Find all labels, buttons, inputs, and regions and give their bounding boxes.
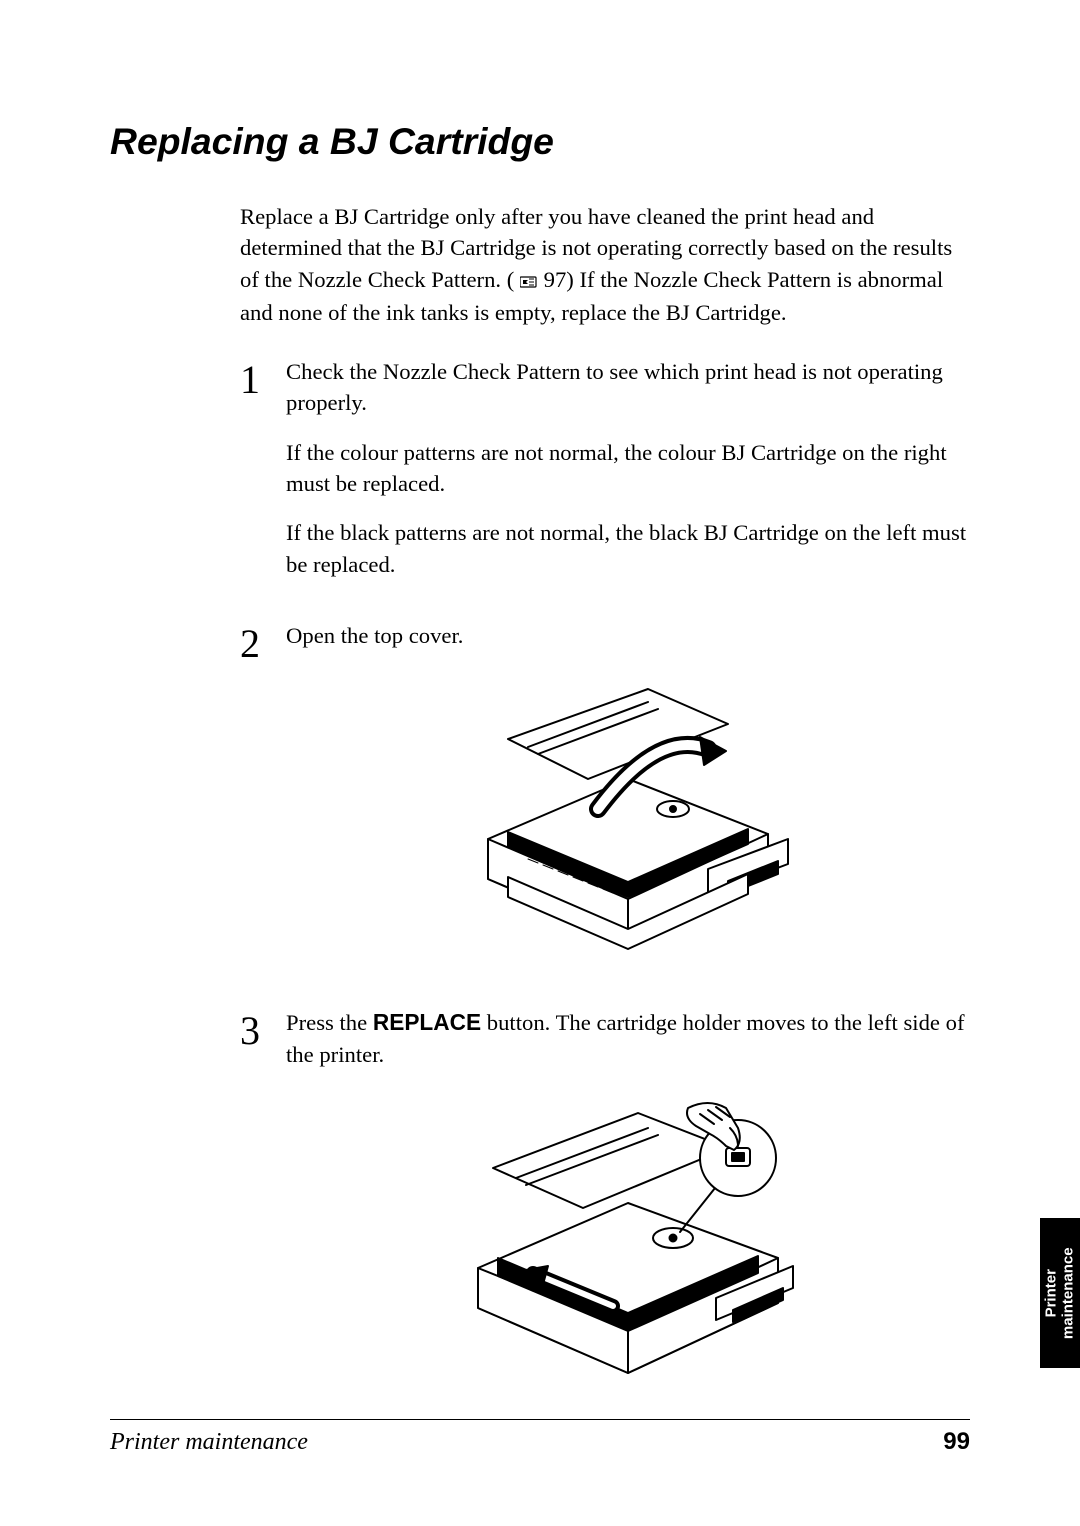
step-paragraph: If the colour patterns are not normal, t… — [286, 437, 970, 500]
replace-label: REPLACE — [373, 1009, 481, 1035]
page: Replacing a BJ Cartridge Replace a BJ Ca… — [0, 0, 1080, 1526]
steps-list: 1 Check the Nozzle Check Pattern to see … — [240, 356, 970, 1414]
step-1: 1 Check the Nozzle Check Pattern to see … — [240, 356, 970, 598]
step-body: Open the top cover. — [286, 620, 970, 986]
side-tab-line2: maintenance — [1060, 1247, 1077, 1339]
footer-section-title: Printer maintenance — [110, 1429, 308, 1456]
step-3: 3 Press the REPLACE button. The cartridg… — [240, 1007, 970, 1414]
page-footer: Printer maintenance 99 — [110, 1419, 970, 1456]
step-2: 2 Open the top cover. — [240, 620, 970, 986]
intro-paragraph: Replace a BJ Cartridge only after you ha… — [240, 201, 970, 328]
step-number: 2 — [240, 620, 286, 667]
side-tab-line1: Printer — [1043, 1269, 1060, 1317]
text-before-bold: Press the — [286, 1010, 373, 1035]
section-side-tab: Printer maintenance — [1040, 1218, 1080, 1368]
figure-replace-button — [286, 1088, 970, 1406]
step-number: 1 — [240, 356, 286, 403]
step-body: Press the REPLACE button. The cartridge … — [286, 1007, 970, 1414]
footer-page-number: 99 — [943, 1428, 970, 1456]
step-number: 3 — [240, 1007, 286, 1054]
step-paragraph: Check the Nozzle Check Pattern to see wh… — [286, 356, 970, 419]
cross-ref-page: 97 — [544, 267, 567, 292]
figure-open-cover — [286, 669, 970, 977]
cross-ref-icon — [520, 266, 538, 297]
section-heading: Replacing a BJ Cartridge — [110, 120, 970, 163]
step-paragraph: Press the REPLACE button. The cartridge … — [286, 1007, 970, 1070]
step-paragraph: Open the top cover. — [286, 620, 970, 651]
side-tab-text: Printer maintenance — [1043, 1247, 1078, 1339]
step-body: Check the Nozzle Check Pattern to see wh… — [286, 356, 970, 598]
step-paragraph: If the black patterns are not normal, th… — [286, 517, 970, 580]
